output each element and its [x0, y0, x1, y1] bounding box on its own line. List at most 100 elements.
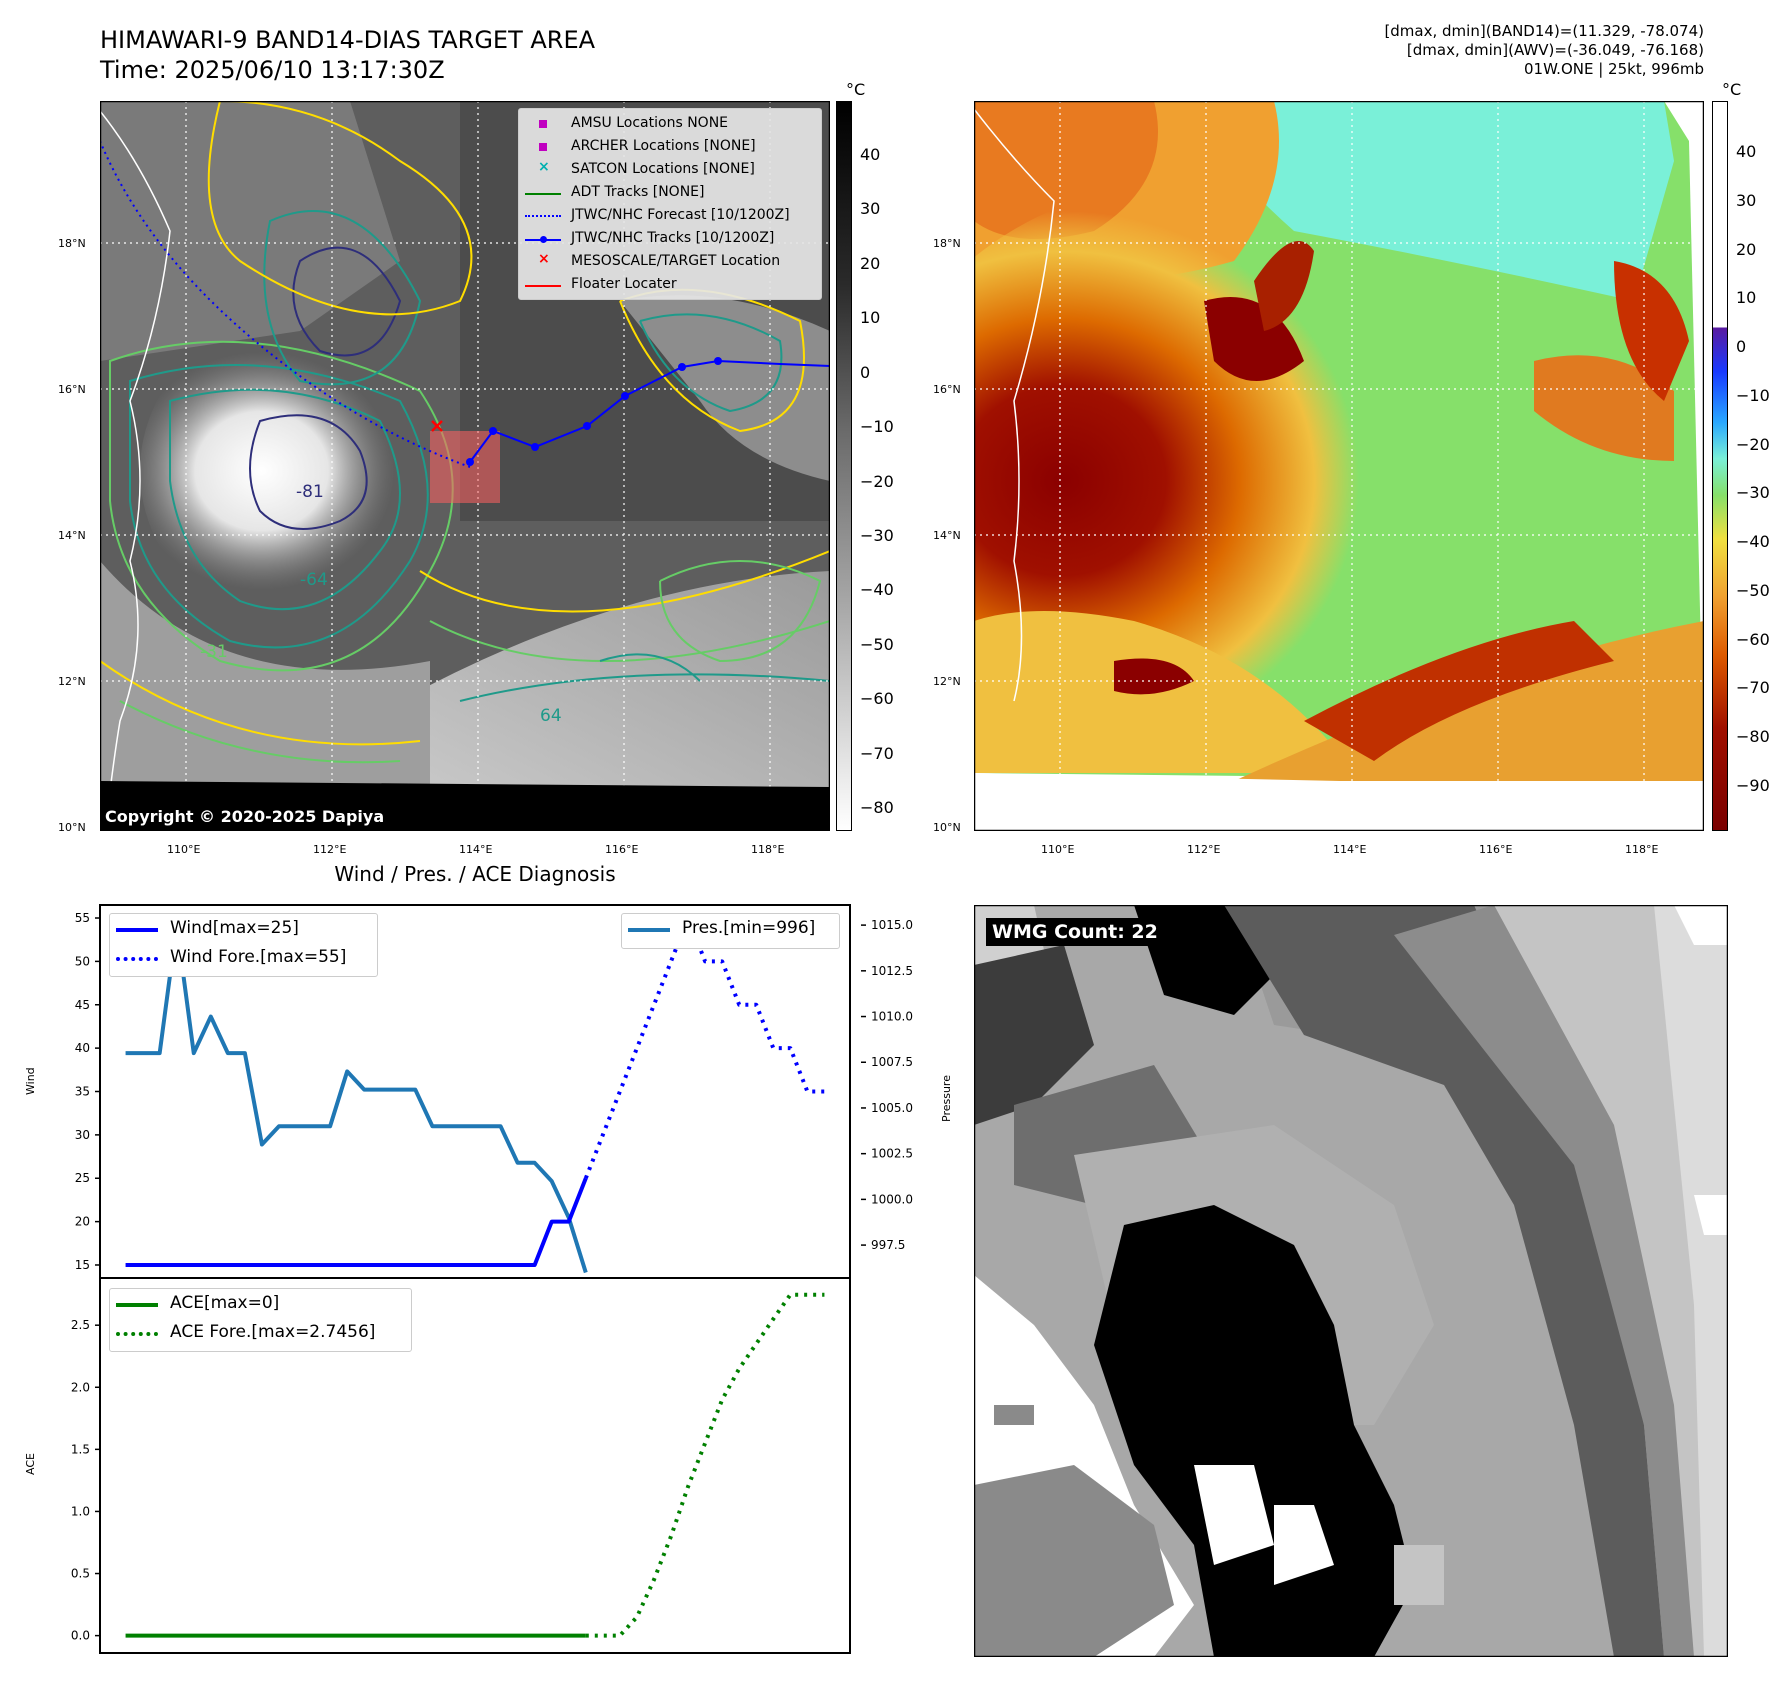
- lon-label-116: 116°E: [605, 843, 639, 856]
- solid-line-icon: [116, 1303, 158, 1307]
- colorbar-enhanced-tick: −80: [1736, 727, 1770, 747]
- colorbar-gray-tick: −60: [860, 689, 894, 709]
- wind-tick-label: 20: [75, 1215, 90, 1229]
- colorbar-enhanced-tick: −10: [1736, 385, 1770, 405]
- line-marker-icon: [525, 285, 561, 287]
- colorbar-enhanced-tick: −90: [1736, 776, 1770, 795]
- wind-forecast-series-line: [583, 916, 825, 1179]
- lat-label-14-right: 14°N: [933, 529, 961, 542]
- colorbar-enhanced-tick: −20: [1736, 434, 1770, 454]
- ace-tick-label: 0.0: [71, 1629, 90, 1643]
- pressure-legend: Pres.[min=996]: [621, 913, 840, 949]
- lon-label-112-right: 112°E: [1187, 843, 1221, 856]
- wind-tick-label: 30: [75, 1128, 90, 1142]
- diagnosis-chart: 15 20 25 30 35 40 45 50 55 997.5 1000.0 1002.5 1005.…: [71, 904, 913, 1654]
- colorbar-enhanced: [1712, 101, 1728, 831]
- colorbar-gray-tick: −50: [860, 634, 894, 654]
- diagnosis-title: Wind / Pres. / ACE Diagnosis: [334, 862, 616, 886]
- pressure-tick-label: 1007.5: [871, 1055, 913, 1069]
- colorbar-gray-tick: −80: [860, 798, 894, 817]
- colorbar-unit: °C: [846, 80, 866, 99]
- ace-tick-label: 2.0: [71, 1380, 90, 1394]
- pressure-tick-label: 1012.5: [871, 964, 913, 978]
- dotted-line-icon: [116, 1332, 158, 1336]
- colorbar-gray-tick: −40: [860, 580, 894, 600]
- contour-label-64: -64: [300, 570, 328, 590]
- colorbar-gray-tick: 30: [860, 199, 881, 219]
- legend-pres: Pres.[min=996]: [682, 918, 816, 938]
- colorbar-enhanced-tick: 20: [1736, 239, 1757, 259]
- colorbar-gray-tick: 20: [860, 253, 881, 273]
- colorbar-gray-tick: 40: [860, 145, 881, 164]
- ace-legend: ACE[max=0] ACE Fore.[max=2.7456]: [109, 1288, 412, 1352]
- dotted-line-icon: [525, 215, 561, 217]
- contour-label-64b: 64: [540, 706, 562, 726]
- ace-tick-label: 0.5: [71, 1567, 90, 1581]
- colorbar-enhanced-tick: 40: [1736, 142, 1757, 161]
- colorbar-gray-tick: −30: [860, 525, 894, 545]
- ace-plot-frame: [99, 1277, 851, 1654]
- colorbar-enhanced-tick: −40: [1736, 532, 1770, 552]
- pressure-series-line: [125, 923, 588, 1274]
- lat-label-18-right: 18°N: [933, 237, 961, 250]
- lon-label-118-right: 118°E: [1625, 843, 1659, 856]
- lat-label-12: 12°N: [58, 675, 86, 688]
- contour-label-31: -31: [200, 642, 228, 662]
- lon-label-114-right: 114°E: [1333, 843, 1367, 856]
- pressure-tick-label: 1002.5: [871, 1147, 913, 1161]
- info-storm: 01W.ONE | 25kt, 996mb: [1523, 60, 1704, 78]
- colorbar-enhanced-unit: °C: [1722, 80, 1742, 99]
- wmg-count-badge: WMG Count: 22: [986, 918, 1164, 946]
- pressure-tick-label: 1005.0: [871, 1101, 913, 1115]
- pressure-tick-label: 1000.0: [871, 1192, 913, 1206]
- colorbar-gray-tick: −10: [860, 417, 894, 437]
- pressure-tick-label: 997.5: [871, 1238, 905, 1252]
- pressure-tick-label: 1010.0: [871, 1010, 913, 1024]
- lat-label-16: 16°N: [58, 383, 86, 396]
- colorbar-gray-tick: 10: [860, 308, 881, 328]
- pressure-tick-label: 1015.0: [871, 918, 913, 932]
- pressure-axis-label: Pressure: [940, 1075, 953, 1122]
- wind-tick-label: 55: [75, 911, 90, 925]
- colorbar-enhanced-tick: 30: [1736, 190, 1757, 210]
- solid-line-icon: [116, 928, 158, 932]
- lat-label-12-right: 12°N: [933, 675, 961, 688]
- colorbar-enhanced-tick: −30: [1736, 483, 1770, 503]
- lat-label-16-right: 16°N: [933, 383, 961, 396]
- wind-tick-label: 50: [75, 954, 90, 968]
- wind-tick-label: 45: [75, 998, 90, 1012]
- colorbar-enhanced-tick: 10: [1736, 288, 1757, 308]
- legend-wind-fore: Wind Fore.[max=55]: [170, 947, 347, 967]
- figure-time: Time: 2025/06/10 13:17:30Z: [100, 56, 445, 84]
- colorbar-gray-tick: −20: [860, 471, 894, 491]
- colorbar-gray: [836, 101, 852, 831]
- lat-label-10-right: 10°N: [933, 821, 961, 834]
- solid-line-icon: [628, 928, 670, 932]
- colorbar-enhanced-tick: 0: [1736, 337, 1747, 357]
- lon-label-118: 118°E: [751, 843, 785, 856]
- dotted-line-icon: [116, 957, 158, 961]
- wind-tick-label: 35: [75, 1085, 90, 1099]
- line-marker-icon: [525, 193, 561, 195]
- colorbar-gray-tick: −70: [860, 743, 894, 763]
- wind-tick-label: 25: [75, 1171, 90, 1185]
- x-marker-icon: ×: [538, 251, 550, 267]
- square-marker-icon: [539, 120, 547, 128]
- ace-tick-label: 2.5: [71, 1318, 90, 1332]
- ace-tick-label: 1.5: [71, 1442, 90, 1456]
- map-legend: AMSU Locations NONE ARCHER Locations [NO…: [518, 108, 822, 300]
- x-marker-icon: ×: [538, 159, 550, 175]
- colorbar-enhanced-tick: −50: [1736, 580, 1770, 600]
- lat-label-14: 14°N: [58, 529, 86, 542]
- lon-label-116-right: 116°E: [1479, 843, 1513, 856]
- figure-title: HIMAWARI-9 BAND14-DIAS TARGET AREA: [100, 26, 596, 54]
- info-band14: [dmax, dmin](BAND14)=(11.329, -78.074): [1384, 22, 1704, 40]
- lon-label-114: 114°E: [459, 843, 493, 856]
- colorbar-enhanced-tick: −60: [1736, 629, 1770, 649]
- legend-ace-fore: ACE Fore.[max=2.7456]: [170, 1322, 376, 1342]
- lat-label-10: 10°N: [58, 821, 86, 834]
- lon-label-110-right: 110°E: [1041, 843, 1075, 856]
- wind-tick-label: 40: [75, 1041, 90, 1055]
- ace-axis-label: ACE: [24, 1453, 37, 1475]
- track-dot-icon: [540, 236, 547, 243]
